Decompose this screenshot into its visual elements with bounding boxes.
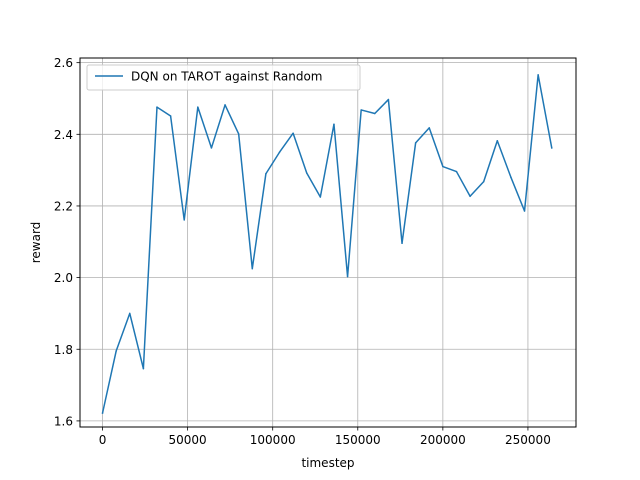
x-tick-label: 100000	[250, 433, 296, 447]
x-axis-title: timestep	[301, 456, 354, 470]
data-point	[455, 170, 458, 173]
data-point	[469, 195, 471, 198]
x-tick-label: 250000	[505, 433, 551, 447]
data-point	[183, 219, 185, 221]
data-point	[496, 140, 499, 142]
data-point	[251, 267, 254, 270]
y-tick-label: 2.2	[54, 199, 73, 213]
legend-label: DQN on TAROT against Random	[131, 70, 323, 84]
legend-box	[86, 64, 361, 91]
y-tick-label: 1.6	[54, 414, 73, 428]
y-tick-label: 2.4	[54, 128, 73, 142]
data-point	[169, 115, 172, 117]
data-point	[482, 180, 485, 183]
data-point	[428, 127, 430, 129]
data-point	[510, 176, 512, 179]
data-point	[142, 367, 145, 370]
data-point	[360, 109, 362, 111]
data-point	[414, 142, 417, 144]
data-point	[265, 172, 267, 175]
x-tick-label: 50000	[169, 433, 207, 447]
y-axis-title: reward	[29, 222, 43, 264]
data-point	[442, 165, 444, 168]
plot-frame	[79, 57, 577, 428]
data-point	[101, 412, 104, 414]
legend: DQN on TAROT against Random	[86, 64, 361, 91]
plot-area	[80, 58, 576, 427]
data-point	[278, 151, 281, 153]
data-point	[319, 196, 322, 198]
data-point	[156, 106, 158, 108]
axis-ticks: 0 50000 100000 150000 200000 250000 1.6 1.8 2.0 2…	[54, 56, 551, 447]
data-point	[551, 147, 553, 149]
data-point	[346, 275, 349, 278]
data-point	[305, 172, 308, 174]
data-point	[387, 98, 390, 101]
series-line	[101, 74, 553, 414]
series-layer	[101, 74, 553, 414]
data-point	[224, 104, 226, 106]
data-point	[401, 242, 403, 244]
data-point	[210, 147, 213, 149]
y-tick-label: 1.8	[54, 343, 73, 357]
data-point	[197, 106, 199, 108]
grid-lines	[80, 58, 576, 427]
x-tick-label: 150000	[335, 433, 381, 447]
data-point	[129, 312, 131, 315]
y-tick-label: 2.6	[54, 56, 73, 70]
data-point	[115, 350, 117, 352]
data-point	[537, 74, 539, 76]
data-point	[523, 210, 526, 212]
data-point	[237, 133, 240, 135]
data-point	[374, 112, 376, 115]
y-tick-label: 2.0	[54, 271, 73, 285]
x-tick-label: 0	[99, 433, 107, 447]
data-point	[333, 123, 335, 126]
x-tick-label: 200000	[420, 433, 466, 447]
data-point	[292, 132, 294, 134]
